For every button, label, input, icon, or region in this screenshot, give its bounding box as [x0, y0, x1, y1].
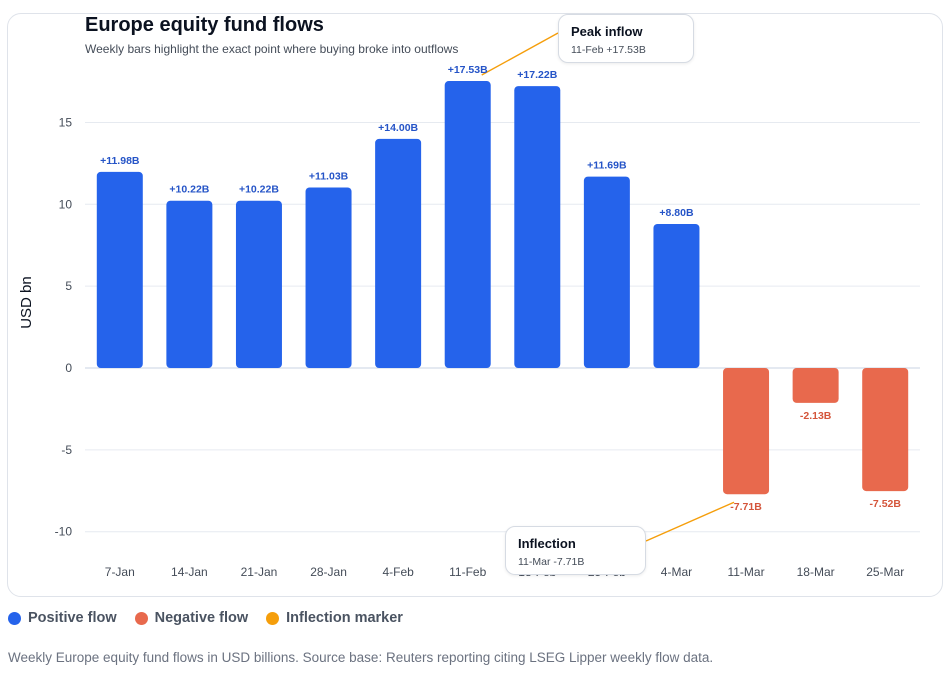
inflection-title: Inflection: [518, 536, 576, 551]
chart-legend: Positive flow Negative flow Inflection m…: [8, 610, 403, 626]
y-tick-label: 10: [59, 197, 73, 211]
y-tick-label: 15: [59, 115, 73, 129]
x-tick-label: 28-Jan: [310, 565, 347, 579]
x-tick-label: 11-Feb: [449, 565, 486, 579]
legend-item-negative[interactable]: Negative flow: [134, 610, 249, 626]
bar: [723, 368, 770, 495]
data-label: +8.80B: [659, 207, 694, 219]
x-tick-label: 18-Mar: [797, 565, 835, 579]
data-label: +17.53B: [448, 64, 488, 76]
legend-item-marker[interactable]: Inflection marker: [266, 610, 403, 626]
y-tick-label: 5: [65, 279, 72, 293]
legend-label-marker: Inflection marker: [286, 610, 403, 626]
bar: [862, 368, 909, 492]
inflection-callout: Inflection 11-Mar -7.71B: [505, 526, 646, 575]
chart-subtitle: Weekly bars highlight the exact point wh…: [85, 42, 459, 56]
inflection-connector-line: [645, 501, 735, 542]
bar: [96, 171, 143, 368]
legend-label-positive: Positive flow: [28, 610, 117, 626]
data-label: +10.22B: [169, 184, 209, 196]
x-tick-label: 4-Mar: [661, 565, 692, 579]
negative-flow-swatch: [134, 611, 148, 625]
y-tick-label: -5: [61, 443, 72, 457]
data-label: -7.52B: [869, 498, 901, 510]
data-label: +11.69B: [587, 160, 627, 172]
peak-inflow-detail: 11-Feb +17.53B: [571, 44, 646, 56]
bar: [792, 368, 839, 403]
bar: [305, 187, 352, 368]
y-axis-label: USD bn: [18, 276, 35, 329]
chart-caption: Weekly Europe equity fund flows in USD b…: [8, 650, 714, 665]
data-label: +14.00B: [378, 122, 418, 134]
bar: [514, 86, 561, 369]
legend-item-positive[interactable]: Positive flow: [8, 610, 117, 626]
bar: [166, 200, 213, 368]
peak-inflow-title: Peak inflow: [571, 24, 643, 39]
data-label: +11.03B: [309, 170, 349, 182]
x-tick-label: 21-Jan: [241, 565, 278, 579]
bar: [583, 176, 630, 368]
bar: [444, 81, 491, 368]
chart-title: Europe equity fund flows: [85, 14, 324, 36]
bar-chart: -10 -5 0 5 10 15 USD bn +11.98B 7-Jan +10.22B 14-J…: [18, 32, 920, 579]
peak-connector-line: [481, 32, 559, 76]
data-label: -7.71B: [730, 501, 762, 513]
data-label: -2.13B: [800, 410, 832, 422]
y-tick-label: -10: [55, 525, 73, 539]
x-tick-label: 14-Jan: [171, 565, 208, 579]
y-tick-label: 0: [65, 361, 72, 375]
data-label: +10.22B: [239, 184, 279, 196]
x-tick-label: 7-Jan: [105, 565, 135, 579]
data-label: +17.22B: [517, 69, 557, 81]
data-label: +11.98B: [100, 155, 140, 167]
x-tick-label: 25-Mar: [866, 565, 904, 579]
x-tick-label: 11-Mar: [727, 565, 764, 579]
x-tick-label: 4-Feb: [382, 565, 414, 579]
bar: [375, 138, 422, 368]
legend-label-negative: Negative flow: [154, 610, 249, 626]
bar: [235, 200, 282, 368]
positive-flow-swatch: [8, 611, 21, 625]
peak-inflow-callout: Peak inflow 11-Feb +17.53B: [558, 14, 694, 63]
bar: [653, 223, 700, 368]
inflection-marker-swatch: [266, 611, 280, 625]
inflection-detail: 11-Mar -7.71B: [518, 556, 585, 568]
